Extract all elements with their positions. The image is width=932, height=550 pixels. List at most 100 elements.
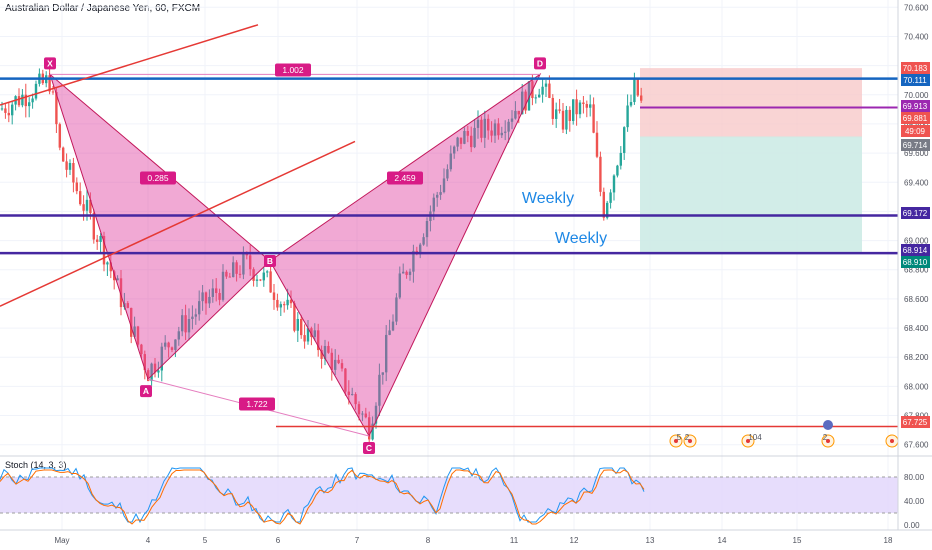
take-profit-zone — [640, 136, 862, 254]
candle — [242, 253, 245, 275]
date-tick-label: 11 — [510, 536, 519, 545]
candle — [211, 288, 214, 297]
candle — [11, 104, 14, 116]
candle — [524, 91, 527, 111]
candle — [419, 244, 422, 255]
price-tick-label: 69.800 — [904, 120, 929, 129]
candle — [92, 213, 95, 240]
candle — [612, 175, 616, 193]
candle — [228, 276, 231, 278]
candle — [463, 131, 466, 144]
price-tick-label: 67.600 — [904, 441, 929, 450]
candle — [276, 299, 279, 308]
trendline-lower — [0, 140, 356, 307]
candle — [476, 119, 480, 128]
candle — [568, 109, 571, 121]
price-tag-67.725: 67.725 — [903, 418, 928, 427]
event-flag-icon[interactable] — [823, 420, 833, 430]
candle — [599, 156, 602, 192]
candle — [303, 335, 306, 342]
price-tag-bg — [901, 256, 930, 268]
candle — [55, 91, 58, 125]
candle — [364, 413, 367, 418]
candle — [167, 342, 170, 348]
candle — [565, 109, 568, 130]
point-d-bg — [534, 57, 546, 70]
candle — [235, 262, 238, 274]
price-tag-70.183: 70.183 — [903, 64, 928, 73]
candle — [589, 104, 592, 108]
event-count-2: 104 — [748, 433, 762, 442]
candle — [395, 297, 398, 322]
candle — [442, 178, 446, 193]
candle — [198, 301, 201, 315]
candle — [432, 197, 435, 212]
point-d: D — [537, 58, 543, 68]
candle — [208, 296, 211, 304]
candle — [602, 191, 605, 218]
candle — [194, 314, 197, 317]
candle — [544, 83, 548, 87]
stoch-tick-label: 40.00 — [904, 497, 925, 506]
candle — [187, 319, 191, 333]
candle — [422, 237, 425, 245]
candle — [490, 130, 493, 136]
price-tag-70.111: 70.111 — [903, 76, 927, 85]
ratio-label-2-bg — [387, 171, 423, 185]
candle — [147, 370, 150, 382]
event-count-3: 2 — [823, 433, 828, 442]
candle — [391, 321, 395, 331]
candle — [164, 342, 167, 347]
candle — [500, 132, 503, 136]
candle — [31, 98, 34, 103]
candle — [541, 86, 544, 95]
candle — [425, 221, 429, 238]
ratio-label-2: 2.459 — [394, 173, 416, 183]
candle — [160, 346, 163, 371]
price-tick-label: 68.600 — [904, 295, 929, 304]
candle — [606, 202, 609, 218]
candle — [34, 83, 38, 99]
candle — [578, 102, 582, 115]
candle — [517, 110, 520, 115]
candle — [62, 147, 65, 162]
candle — [378, 374, 381, 406]
candle — [466, 131, 469, 136]
candle — [534, 97, 537, 99]
candle — [225, 271, 228, 277]
candle — [313, 330, 316, 337]
candle — [201, 292, 204, 302]
candle — [317, 330, 320, 351]
candle — [555, 109, 558, 119]
price-tick-label: 68.200 — [904, 353, 929, 362]
candle — [102, 235, 106, 265]
stoch-k-line — [0, 467, 645, 524]
price-tick-label: 70.000 — [904, 91, 929, 100]
candle — [79, 191, 82, 205]
candle — [347, 391, 350, 395]
candle — [119, 278, 123, 308]
candle — [204, 292, 208, 304]
candle — [85, 199, 89, 211]
candle — [388, 330, 391, 335]
candle — [470, 135, 473, 148]
event-count-0: 5 — [677, 433, 682, 442]
date-tick-label: 4 — [146, 536, 151, 545]
candle — [408, 271, 412, 275]
candle — [368, 417, 371, 440]
candle — [286, 299, 289, 306]
date-tick-label: 15 — [793, 536, 802, 545]
price-tag-bg — [901, 112, 930, 124]
stoch-d-line — [0, 469, 645, 525]
candle — [58, 124, 61, 148]
candle — [157, 370, 160, 373]
candle — [306, 328, 310, 342]
stoch-indicator-label[interactable]: Stoch (14, 3, 3) — [5, 460, 67, 470]
candle — [28, 102, 31, 107]
price-tag-bg — [901, 125, 930, 137]
stoch-tick-label: 0.00 — [904, 521, 920, 530]
event-dot-icon — [826, 439, 830, 443]
candle — [96, 239, 99, 242]
candle — [439, 192, 442, 195]
